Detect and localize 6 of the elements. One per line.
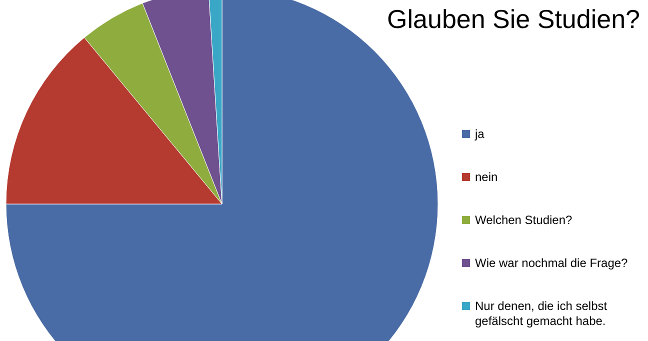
legend-label: Nur denen, die ich selbst gefälscht gemacht habe. [475,299,608,328]
legend-label: Welchen Studien? [475,213,573,227]
legend-label: Wie war nochmal die Frage? [475,256,628,270]
chart-title: Glauben Sie Studien? [387,4,640,34]
legend-label: ja [474,127,485,141]
legend-label: nein [475,170,498,184]
